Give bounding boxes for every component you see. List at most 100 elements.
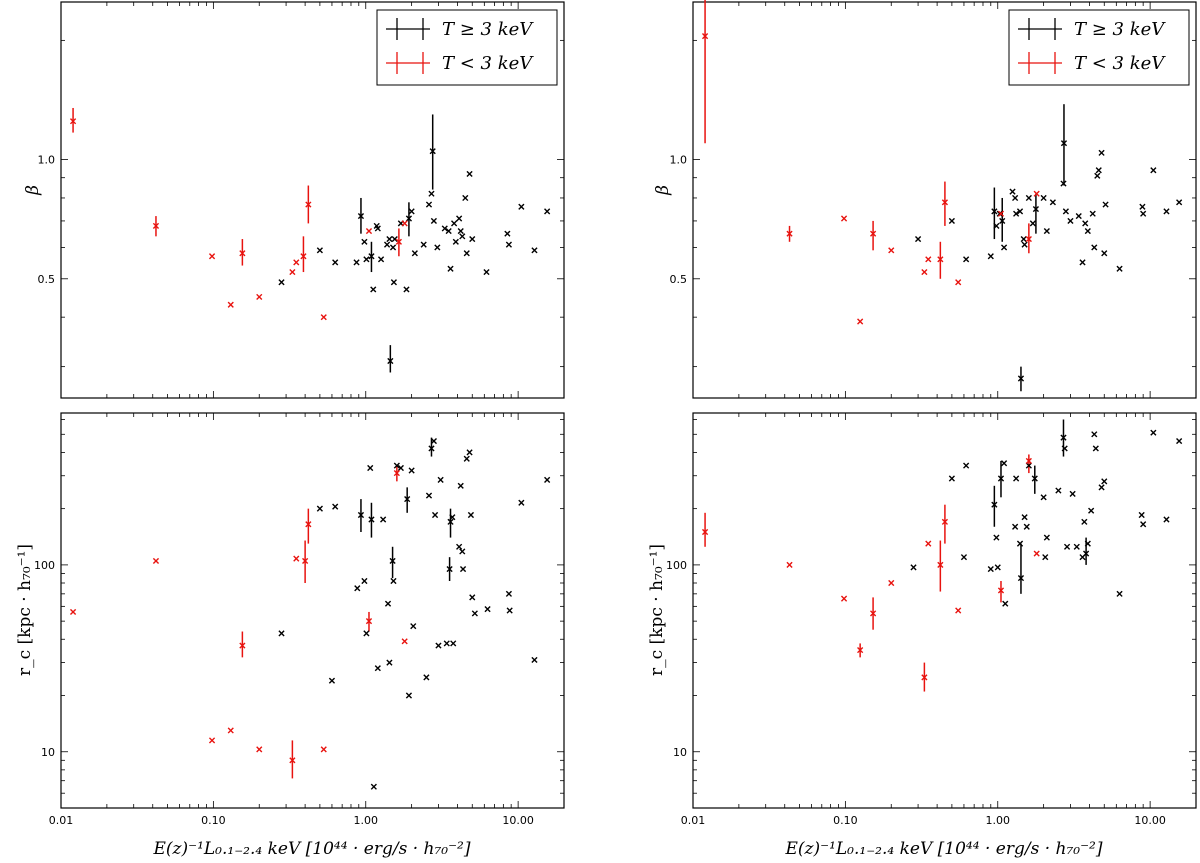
data-point-stroke [1040, 494, 1047, 501]
data-point-stroke [389, 557, 396, 565]
data-point-stroke [1061, 445, 1068, 452]
data-point [289, 757, 296, 764]
data-point [869, 610, 877, 617]
data-point-stroke [1040, 194, 1047, 202]
data-point-stroke [997, 210, 1005, 217]
data-point-stroke [1163, 516, 1170, 523]
data-point-stroke [390, 577, 397, 585]
data-point [1081, 518, 1088, 525]
data-point [447, 518, 454, 525]
data-point [429, 148, 436, 155]
y-tick-label: 1.0 [670, 154, 688, 167]
data-point-stroke [1043, 534, 1050, 541]
x-tick-label: 0.01 [49, 814, 74, 827]
data-point-stroke [531, 247, 538, 254]
data-point [531, 247, 538, 254]
data-point-stroke [69, 118, 77, 125]
data-point-stroke [948, 475, 955, 482]
data-point [1061, 445, 1068, 452]
y-tick-label: 0.5 [38, 273, 56, 286]
data-point [1017, 574, 1025, 582]
data-point-stroke [941, 199, 949, 206]
data-point [278, 630, 285, 637]
data-point [1098, 149, 1105, 156]
legend-hot-label-left: T ≥ 3 keV [442, 19, 534, 40]
data-point [459, 565, 467, 573]
data-point [227, 301, 234, 308]
data-point-stroke [435, 642, 442, 649]
data-point [786, 561, 793, 568]
data-point-stroke [869, 610, 877, 617]
data-point [1073, 543, 1080, 550]
data-point [239, 250, 246, 257]
data-point [393, 462, 400, 469]
data-point-stroke [1063, 543, 1071, 550]
x-tick-label: 0.10 [833, 814, 858, 827]
data-point-stroke [293, 259, 300, 266]
data-point [1000, 244, 1008, 251]
data-point-stroke [361, 577, 368, 585]
data-point [1060, 180, 1067, 187]
data-point [701, 33, 709, 40]
data-point-stroke [1033, 550, 1040, 557]
data-point [463, 250, 470, 257]
data-point [227, 727, 234, 734]
data-point-stroke [457, 482, 464, 489]
data-point [404, 495, 411, 503]
data-point-stroke [1083, 550, 1090, 557]
data-point-stroke [840, 215, 848, 222]
chart-ticks: 0.5 1.0 0.5 1.0 10 100 0.01 0.10 1.00 10.00 10 100 0… [34, 2, 1197, 827]
data-point-stroke [374, 225, 381, 232]
data-point-stroke [1023, 523, 1030, 530]
data-point-stroke [1017, 375, 1025, 382]
data-point-stroke [1031, 475, 1038, 482]
data-point-stroke [370, 783, 377, 790]
data-point [405, 692, 413, 699]
data-point [1176, 437, 1183, 445]
data-point [1079, 259, 1086, 266]
data-point [506, 607, 513, 614]
data-point-stroke [955, 279, 962, 286]
data-point [1017, 375, 1025, 382]
data-point [466, 449, 473, 456]
data-point [256, 293, 263, 301]
data-point-stroke [357, 212, 365, 220]
data-point [997, 475, 1005, 482]
data-point [505, 241, 513, 248]
data-point [446, 565, 453, 573]
data-point-stroke [452, 238, 459, 245]
data-point [410, 623, 417, 630]
data-point [1020, 235, 1027, 243]
data-point [1009, 188, 1016, 195]
data-point [1016, 208, 1024, 215]
data-point-stroke [991, 501, 998, 508]
data-point-stroke [1092, 445, 1099, 452]
data-point-stroke [428, 445, 435, 452]
data-point [69, 118, 77, 125]
data-point-stroke [405, 215, 413, 222]
data-point [921, 674, 928, 681]
data-point [457, 227, 464, 235]
data-point [991, 501, 998, 508]
data-point [1060, 434, 1067, 441]
legend-cool-label-left: T < 3 keV [442, 53, 534, 74]
data-point-stroke [320, 314, 327, 321]
data-point-stroke [443, 640, 450, 647]
data-point-stroke [531, 656, 538, 664]
data-point [365, 227, 373, 235]
data-point-stroke [701, 33, 709, 40]
data-point [300, 253, 307, 260]
data-point [425, 201, 433, 208]
data-point [1091, 431, 1098, 438]
data-point [405, 215, 413, 222]
data-point-stroke [377, 256, 385, 263]
data-point-stroke [393, 462, 400, 469]
data-point-stroke [305, 521, 312, 528]
data-point-stroke [1088, 507, 1095, 514]
data-point-stroke [544, 476, 551, 484]
data-point [857, 318, 864, 325]
data-point [368, 253, 375, 260]
data-point-stroke [1013, 475, 1020, 482]
data-point [389, 557, 396, 565]
